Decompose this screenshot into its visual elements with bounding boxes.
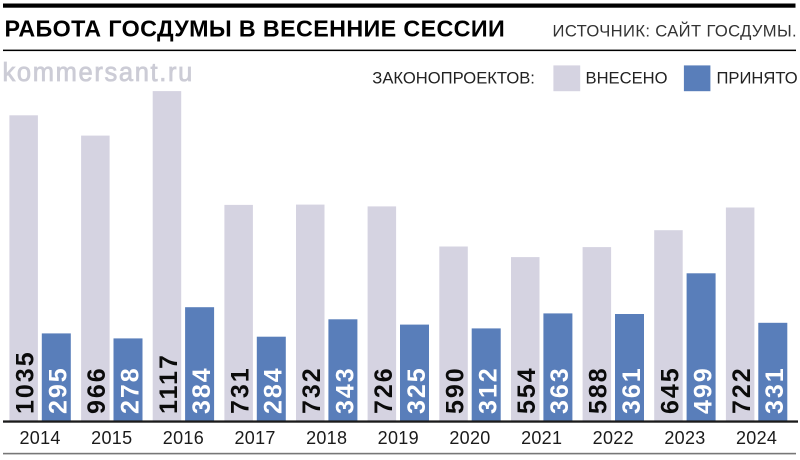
svg-text:2014: 2014 bbox=[19, 428, 60, 448]
svg-text:384: 384 bbox=[188, 366, 216, 414]
svg-text:1035: 1035 bbox=[12, 350, 40, 414]
svg-text:499: 499 bbox=[690, 366, 718, 414]
svg-text:2020: 2020 bbox=[449, 428, 490, 448]
svg-text:2024: 2024 bbox=[736, 428, 777, 448]
svg-text:645: 645 bbox=[656, 366, 684, 414]
svg-text:1117: 1117 bbox=[155, 353, 183, 414]
svg-text:731: 731 bbox=[227, 366, 255, 414]
svg-text:284: 284 bbox=[260, 366, 288, 414]
svg-text:kommersant.ru: kommersant.ru bbox=[3, 59, 195, 87]
svg-text:2015: 2015 bbox=[91, 428, 132, 448]
svg-text:331: 331 bbox=[761, 366, 789, 414]
svg-text:ЗАКОНОПРОЕКТОВ:: ЗАКОНОПРОЕКТОВ: bbox=[372, 69, 535, 88]
svg-text:722: 722 bbox=[728, 366, 756, 414]
svg-text:ВНЕСЕНО: ВНЕСЕНО bbox=[586, 69, 668, 88]
svg-text:2019: 2019 bbox=[378, 428, 419, 448]
svg-text:590: 590 bbox=[441, 366, 469, 414]
svg-text:2016: 2016 bbox=[163, 428, 204, 448]
svg-text:ИСТОЧНИК: САЙТ ГОСДУМЫ.: ИСТОЧНИК: САЙТ ГОСДУМЫ. bbox=[553, 21, 797, 40]
svg-text:312: 312 bbox=[475, 366, 503, 414]
svg-text:732: 732 bbox=[298, 366, 326, 414]
svg-text:2018: 2018 bbox=[306, 428, 347, 448]
svg-text:588: 588 bbox=[585, 366, 613, 414]
svg-text:2017: 2017 bbox=[234, 428, 275, 448]
svg-text:2022: 2022 bbox=[593, 428, 634, 448]
svg-text:361: 361 bbox=[618, 366, 646, 414]
svg-text:РАБОТА ГОСДУМЫ В ВЕСЕННИЕ СЕСС: РАБОТА ГОСДУМЫ В ВЕСЕННИЕ СЕССИИ bbox=[5, 16, 506, 42]
svg-text:295: 295 bbox=[45, 366, 73, 414]
svg-text:726: 726 bbox=[370, 366, 398, 414]
svg-text:966: 966 bbox=[83, 366, 111, 414]
svg-text:325: 325 bbox=[403, 366, 431, 414]
svg-text:ПРИНЯТО: ПРИНЯТО bbox=[717, 69, 798, 88]
svg-text:343: 343 bbox=[331, 366, 359, 414]
svg-text:363: 363 bbox=[546, 366, 574, 414]
svg-text:278: 278 bbox=[116, 366, 144, 414]
svg-text:2021: 2021 bbox=[521, 428, 562, 448]
svg-text:2023: 2023 bbox=[664, 428, 705, 448]
svg-text:554: 554 bbox=[513, 366, 541, 414]
